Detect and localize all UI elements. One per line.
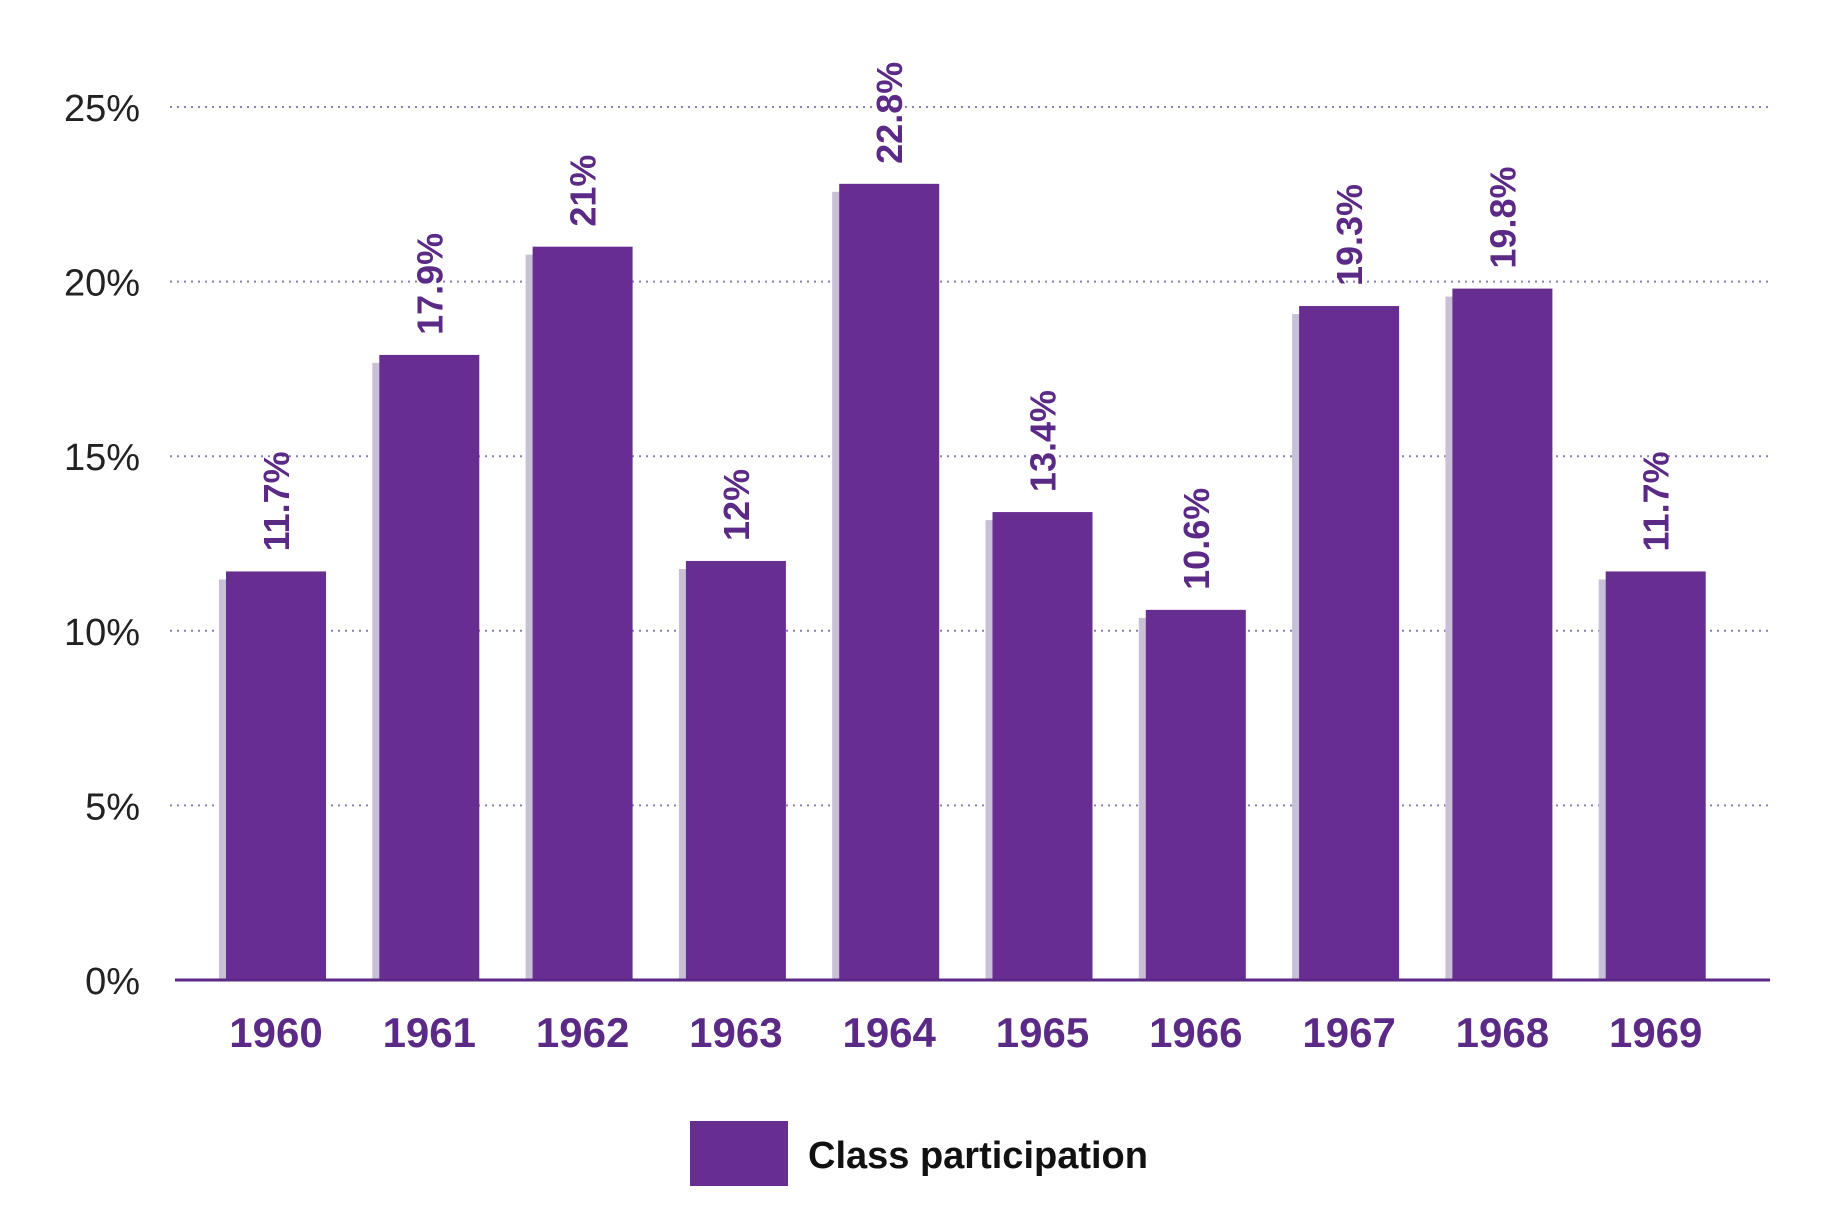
y-tick-label: 20% [64, 263, 140, 305]
data-label-1962: 21% [563, 155, 604, 227]
x-tick-label-1960: 1960 [229, 1009, 322, 1056]
legend-swatch [690, 1121, 788, 1186]
data-label-1967: 19.3% [1329, 184, 1370, 286]
data-label-1968: 19.8% [1482, 167, 1523, 269]
x-tick-label-1962: 1962 [536, 1009, 629, 1056]
data-label-1966: 10.6% [1176, 488, 1217, 590]
y-axis-ticks: 0% 5% 10% 15% 20% 25% [64, 88, 140, 1003]
data-labels: 11.7% 17.9% 21% 12% 22.8% 13.4% 10.6% 19.3% 19.8… [256, 62, 1677, 590]
y-tick-label: 5% [85, 786, 140, 828]
bar-1968 [1452, 288, 1553, 981]
data-label-1969: 11.7% [1636, 451, 1677, 551]
y-tick-label: 25% [64, 88, 140, 130]
x-tick-label-1961: 1961 [383, 1009, 476, 1056]
x-tick-label-1964: 1964 [842, 1009, 936, 1056]
x-tick-label-1969: 1969 [1609, 1009, 1702, 1056]
data-label-1961: 17.9% [409, 233, 450, 335]
bar-1966 [1145, 609, 1246, 980]
bars [219, 183, 1706, 981]
x-tick-label-1968: 1968 [1456, 1009, 1549, 1056]
x-tick-label-1967: 1967 [1302, 1009, 1395, 1056]
legend-label: Class participation [808, 1135, 1148, 1177]
legend: Class participation [690, 1121, 1148, 1186]
data-label-1960: 11.7% [256, 451, 297, 551]
x-axis-ticks: 1960 1961 1962 1963 1964 1965 1966 1967 1968 1969 [229, 1009, 1702, 1056]
bar-1965 [992, 512, 1093, 980]
bar-1963 [685, 560, 786, 980]
x-tick-label-1963: 1963 [689, 1009, 782, 1056]
y-tick-label: 0% [85, 961, 140, 1003]
x-tick-label-1966: 1966 [1149, 1009, 1242, 1056]
data-label-1965: 13.4% [1023, 390, 1064, 492]
bar-1964 [839, 183, 940, 981]
data-label-1963: 12% [716, 469, 757, 541]
bar-1967 [1299, 306, 1400, 980]
x-tick-label-1965: 1965 [996, 1009, 1089, 1056]
y-tick-label: 15% [64, 437, 140, 479]
bar-1962 [532, 246, 633, 980]
bar-1961 [379, 354, 480, 980]
data-label-1964: 22.8% [869, 62, 910, 164]
bar-1969 [1605, 571, 1706, 980]
y-tick-label: 10% [64, 612, 140, 654]
bar-1960 [226, 571, 326, 980]
